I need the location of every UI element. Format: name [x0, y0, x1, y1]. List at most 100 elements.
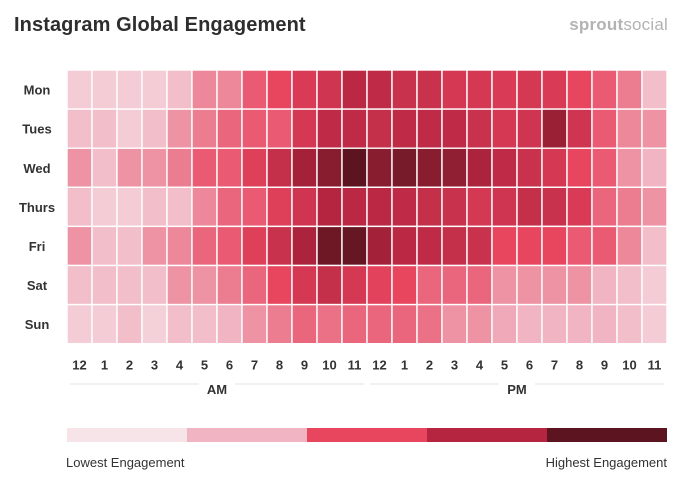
heatmap-cells — [66, 69, 668, 345]
heatmap-cell — [566, 108, 593, 149]
heatmap-cell — [191, 186, 218, 228]
heatmap-cell — [316, 69, 343, 110]
heatmap-cell — [141, 186, 168, 228]
heatmap-cell — [441, 108, 468, 149]
heatmap-cell — [191, 303, 218, 345]
heatmap-cell — [391, 147, 418, 188]
day-label: Thurs — [19, 200, 55, 215]
heatmap-cell — [541, 147, 568, 188]
chart-title: Instagram Global Engagement — [14, 14, 306, 36]
heatmap-cell — [266, 225, 293, 267]
heatmap-cell — [116, 225, 143, 267]
heatmap-cell — [541, 225, 568, 267]
heatmap-cell — [141, 69, 168, 110]
heatmap-cell — [216, 303, 243, 345]
heatmap-cell — [366, 303, 393, 345]
heatmap-cell — [466, 69, 493, 110]
heatmap-cell — [91, 108, 118, 149]
heatmap-cell — [291, 225, 318, 267]
heatmap-cell — [516, 108, 543, 149]
heatmap-cell — [491, 186, 518, 228]
heatmap-cell — [291, 108, 318, 149]
heatmap-cell — [241, 303, 268, 345]
heatmap-cell — [541, 303, 568, 345]
heatmap-cell — [241, 264, 268, 306]
heatmap-cell — [66, 264, 93, 306]
heatmap-cell — [466, 225, 493, 267]
heatmap-cell — [441, 186, 468, 228]
heatmap-cell — [241, 147, 268, 188]
heatmap-cell — [641, 264, 668, 306]
heatmap-cell — [66, 147, 93, 188]
heatmap-cell — [166, 147, 193, 188]
heatmap-cell — [141, 225, 168, 267]
hour-label: 5 — [501, 358, 508, 373]
heatmap-cell — [616, 303, 643, 345]
heatmap-cell — [141, 147, 168, 188]
heatmap-cell — [191, 147, 218, 188]
heatmap-cell — [316, 147, 343, 188]
brand-logo-social: social — [623, 15, 668, 34]
heatmap-cell — [291, 264, 318, 306]
heatmap-cell — [491, 303, 518, 345]
hour-label: 12 — [72, 358, 86, 373]
heatmap-cell — [316, 186, 343, 228]
period-label: AM — [207, 382, 227, 397]
legend-color-scale — [67, 428, 667, 442]
heatmap-cell — [366, 264, 393, 306]
heatmap-cell — [291, 69, 318, 110]
heatmap-cell — [591, 108, 618, 149]
heatmap-cell — [91, 303, 118, 345]
heatmap-cell — [66, 303, 93, 345]
heatmap-cell — [316, 303, 343, 345]
heatmap-cell — [316, 108, 343, 149]
heatmap-cell — [266, 303, 293, 345]
heatmap-cell — [316, 225, 343, 267]
heatmap-cell — [291, 186, 318, 228]
heatmap-cell — [516, 264, 543, 306]
heatmap-cell — [66, 186, 93, 228]
heatmap-cell — [566, 264, 593, 306]
heatmap-cell — [616, 69, 643, 110]
heatmap-cell — [541, 69, 568, 110]
heatmap-cell — [291, 147, 318, 188]
heatmap-cell — [491, 225, 518, 267]
heatmap-cell — [491, 69, 518, 110]
heatmap-cell — [466, 147, 493, 188]
heatmap-cell — [641, 69, 668, 110]
period-label-backdrop — [499, 376, 535, 392]
hour-label: 2 — [426, 358, 433, 373]
heatmap-cell — [341, 303, 368, 345]
legend-swatch — [67, 428, 187, 442]
heatmap-cell — [191, 264, 218, 306]
heatmap-cell — [416, 147, 443, 188]
heatmap-cell — [591, 303, 618, 345]
heatmap-cell — [566, 225, 593, 267]
heatmap-cell — [466, 303, 493, 345]
hour-label: 2 — [126, 358, 133, 373]
heatmap-cell — [616, 225, 643, 267]
hour-label: 9 — [301, 358, 308, 373]
heatmap-cell — [241, 225, 268, 267]
heatmap-cell — [416, 264, 443, 306]
hour-label: 4 — [476, 358, 484, 373]
heatmap-cell — [191, 108, 218, 149]
heatmap-cell — [516, 303, 543, 345]
heatmap-cell — [416, 303, 443, 345]
heatmap-cell — [316, 264, 343, 306]
heatmap-cell — [91, 225, 118, 267]
heatmap-cell — [341, 225, 368, 267]
heatmap-cell — [641, 303, 668, 345]
heatmap-cell — [591, 264, 618, 306]
heatmap-cell — [116, 186, 143, 228]
heatmap-cell — [216, 186, 243, 228]
heatmap-cell — [441, 264, 468, 306]
heatmap-cell — [341, 108, 368, 149]
heatmap-cell — [391, 108, 418, 149]
heatmap-cell — [266, 108, 293, 149]
hour-label: 8 — [576, 358, 583, 373]
legend-swatch — [427, 428, 547, 442]
heatmap-cell — [616, 264, 643, 306]
heatmap-cell — [591, 186, 618, 228]
